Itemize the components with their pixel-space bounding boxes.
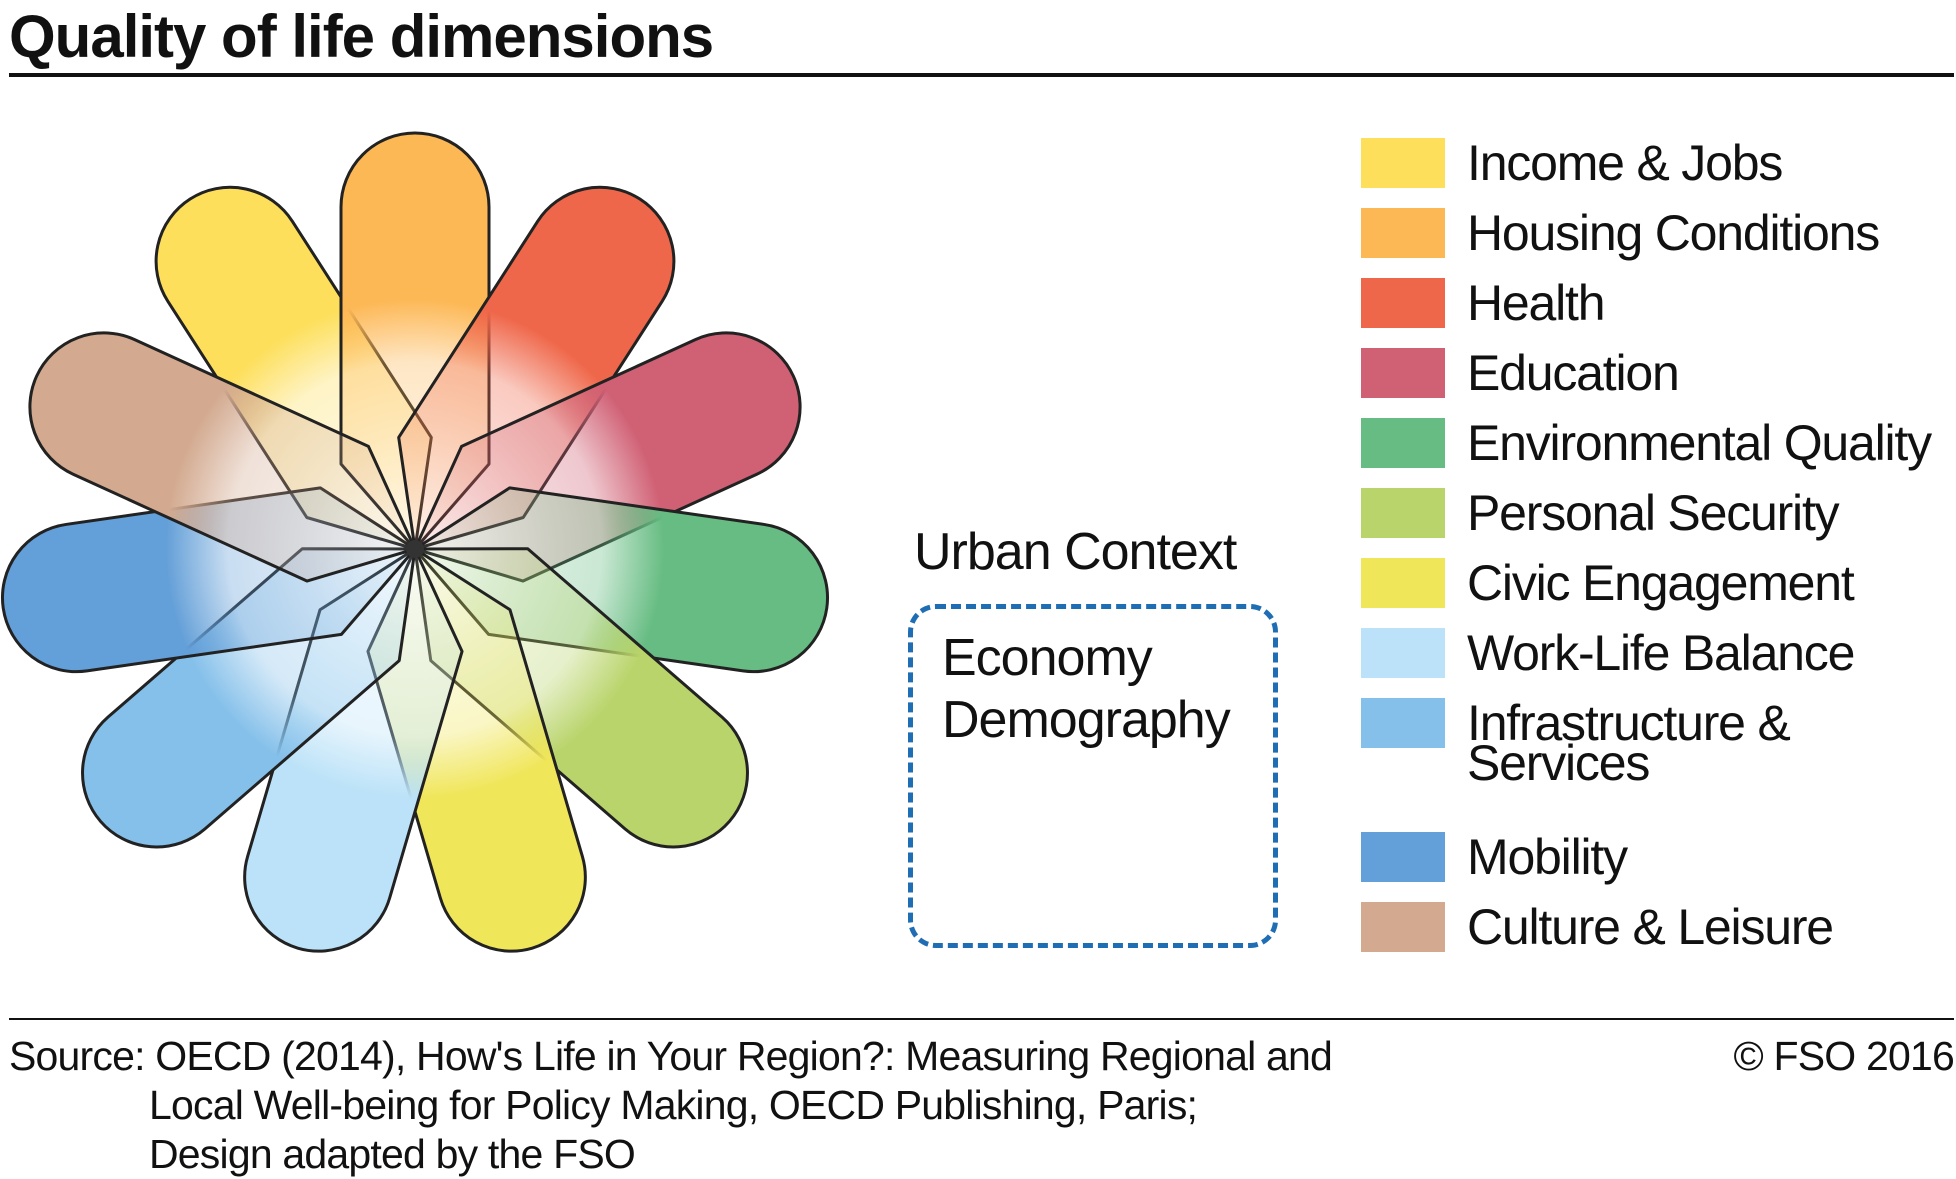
quality-of-life-flower: [0, 131, 830, 953]
legend-label: Work-Life Balance: [1467, 625, 1855, 681]
legend-swatch: [1361, 628, 1445, 678]
legend-item-housing: Housing Conditions: [1361, 204, 1947, 274]
source-line-3: Design adapted by the FSO: [149, 1131, 636, 1177]
legend-item-culture-leisure: Culture & Leisure: [1361, 898, 1947, 968]
legend-swatch: [1361, 418, 1445, 468]
legend-swatch: [1361, 138, 1445, 188]
legend-swatch: [1361, 558, 1445, 608]
flower-center: [406, 540, 424, 558]
legend-item-infrastructure-services: Infrastructure & Services: [1361, 694, 1947, 828]
legend-item-civic-engagement: Civic Engagement: [1361, 554, 1947, 624]
legend: Income & Jobs Housing Conditions Health …: [1361, 134, 1947, 968]
page-title: Quality of life dimensions: [9, 3, 714, 70]
source-note: Source: OECD (2014), How's Life in Your …: [9, 1032, 1333, 1179]
legend-label: Environmental Quality: [1467, 415, 1932, 471]
legend-label: Mobility: [1467, 829, 1628, 885]
petal-work-life-balance: [243, 547, 464, 953]
petal-culture-leisure: [28, 331, 417, 583]
legend-label: Education: [1467, 345, 1680, 401]
urban-context-demography: Demography: [942, 691, 1231, 749]
legend-item-education: Education: [1361, 344, 1947, 414]
legend-swatch: [1361, 902, 1445, 952]
legend-item-health: Health: [1361, 274, 1947, 344]
urban-context-title: Urban Context: [914, 523, 1237, 581]
legend-swatch: [1361, 348, 1445, 398]
legend-swatch: [1361, 698, 1445, 748]
legend-swatch: [1361, 832, 1445, 882]
legend-label: Housing Conditions: [1467, 205, 1880, 261]
legend-label: Income & Jobs: [1467, 135, 1783, 191]
urban-context-box: [908, 604, 1278, 948]
legend-label: Infrastructure & Services: [1467, 695, 1791, 791]
legend-label: Culture & Leisure: [1467, 899, 1834, 955]
legend-item-environmental-quality: Environmental Quality: [1361, 414, 1947, 484]
legend-item-personal-security: Personal Security: [1361, 484, 1947, 554]
legend-label: Civic Engagement: [1467, 555, 1855, 611]
legend-label: Personal Security: [1467, 485, 1840, 541]
source-line-1: Source: OECD (2014), How's Life in Your …: [9, 1033, 1333, 1079]
legend-label: Health: [1467, 275, 1606, 331]
source-line-2: Local Well-being for Policy Making, OECD…: [149, 1082, 1198, 1128]
legend-item-mobility: Mobility: [1361, 828, 1947, 898]
title-divider: [9, 73, 1954, 77]
urban-context-economy: Economy: [942, 629, 1153, 687]
copyright: © FSO 2016: [1733, 1033, 1955, 1079]
legend-item-work-life-balance: Work-Life Balance: [1361, 624, 1947, 694]
legend-swatch: [1361, 488, 1445, 538]
legend-item-income-jobs: Income & Jobs: [1361, 134, 1947, 204]
legend-swatch: [1361, 278, 1445, 328]
legend-swatch: [1361, 208, 1445, 258]
footer-divider: [9, 1018, 1954, 1020]
